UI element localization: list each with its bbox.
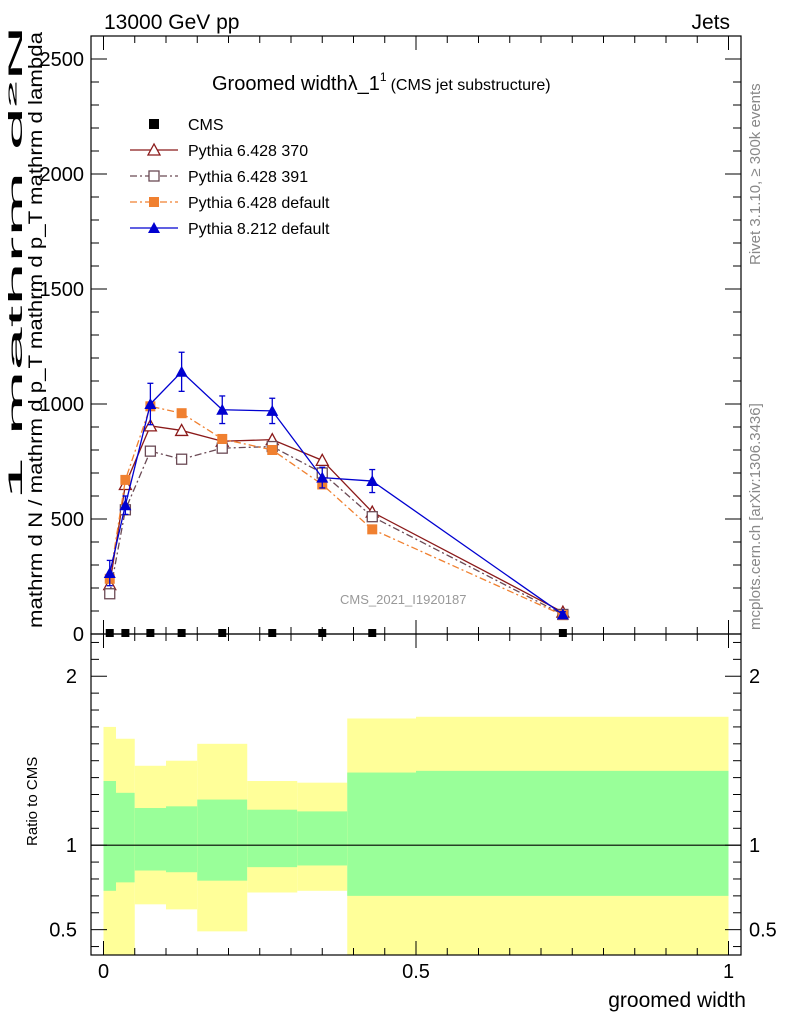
data-point-py8 bbox=[216, 403, 229, 415]
ratio-band-inner-8 bbox=[416, 770, 729, 896]
ratio-band-inner-5 bbox=[247, 809, 298, 868]
ratio-panel: 0 0.5 1 0.5 0.5 1 1 2 2 bbox=[49, 633, 777, 983]
ratio-y-tick-label: 1 bbox=[66, 835, 77, 857]
ratio-y-tick-label: 2 bbox=[66, 666, 77, 688]
chart-title-sup: 1 bbox=[380, 70, 387, 84]
legend: CMS Pythia 6.428 370 Pythia 6.428 391 Pythi… bbox=[130, 117, 330, 238]
data-point-py391 bbox=[366, 511, 378, 523]
x-tick-label: 0.5 bbox=[402, 961, 430, 983]
data-point-py8 bbox=[316, 471, 329, 483]
ratio-band-inner-7 bbox=[347, 772, 416, 896]
ratio-y-tick-label-right: 1 bbox=[749, 835, 760, 857]
chart-subtitle: (CMS jet substructure) bbox=[391, 77, 551, 94]
header-right: Jets bbox=[691, 11, 730, 34]
legend-marker-py370 bbox=[146, 142, 162, 156]
ratio-y-tick-label: 0.5 bbox=[49, 920, 77, 942]
data-point-py391 bbox=[144, 445, 157, 457]
legend-label-cms: CMS bbox=[188, 117, 224, 134]
chart-title-main: Groomed widthλ_1 bbox=[212, 73, 380, 95]
legend-marker-pydefault bbox=[149, 197, 159, 207]
ratio-y-label: Ratio to CMS bbox=[24, 757, 41, 846]
mcplots-label: mcplots.cern.ch [arXiv:1306.3436] bbox=[747, 403, 764, 630]
data-point-cms bbox=[146, 629, 155, 637]
legend-marker-py8 bbox=[148, 222, 160, 233]
y-tick-label: 1500 bbox=[40, 279, 85, 301]
data-point-py370 bbox=[174, 423, 189, 437]
data-point-cms bbox=[558, 629, 567, 637]
ratio-band-inner-2 bbox=[134, 808, 166, 871]
ratio-band-inner-1 bbox=[116, 792, 135, 883]
data-point-py8 bbox=[266, 404, 279, 416]
y-tick-label: 500 bbox=[51, 509, 84, 531]
x-axis-label: groomed width bbox=[608, 989, 746, 1012]
data-point-pydefault bbox=[217, 433, 228, 444]
y-tick-label: 2000 bbox=[40, 164, 85, 186]
watermark: CMS_2021_I1920187 bbox=[340, 592, 467, 607]
data-point-py8 bbox=[119, 499, 132, 511]
header-left: 13000 GeV pp bbox=[104, 11, 239, 34]
main-panel: 0 500 1000 1500 2000 2500 bbox=[40, 35, 742, 646]
y-tick-label: 1000 bbox=[40, 394, 85, 416]
data-point-pydefault bbox=[267, 445, 278, 455]
ratio-band-inner-3 bbox=[166, 806, 198, 873]
data-point-cms bbox=[268, 629, 277, 637]
data-point-pydefault bbox=[176, 408, 187, 419]
ratio-band-inner-6 bbox=[297, 811, 348, 866]
ratio-band-inner-4 bbox=[197, 799, 248, 881]
data-point-py8 bbox=[175, 365, 188, 377]
data-point-py370 bbox=[315, 452, 330, 467]
series-line-py8 bbox=[109, 370, 564, 615]
x-tick-label: 0 bbox=[98, 961, 109, 983]
rivet-label: Rivet 3.1.10, ≥ 300k events bbox=[747, 83, 764, 265]
data-point-py391 bbox=[175, 453, 188, 465]
ratio-y-tick-label-right: 0.5 bbox=[749, 920, 777, 942]
data-point-py8 bbox=[144, 398, 157, 409]
data-point-py8 bbox=[366, 475, 379, 487]
legend-marker-cms bbox=[149, 119, 159, 129]
data-point-cms bbox=[318, 629, 327, 637]
data-point-cms bbox=[105, 629, 114, 637]
y-label-numerator: 1 mathrm d²N bbox=[6, 25, 27, 500]
data-point-cms bbox=[121, 629, 130, 637]
legend-label-pydefault: Pythia 6.428 default bbox=[188, 195, 330, 212]
x-tick-label: 1 bbox=[723, 961, 734, 983]
data-point-pydefault bbox=[367, 524, 378, 535]
data-point-cms bbox=[368, 629, 377, 637]
chart-title: Groomed widthλ_11 (CMS jet substructure) bbox=[212, 70, 551, 95]
data-point-cms bbox=[218, 629, 227, 637]
legend-marker-py391 bbox=[148, 170, 160, 182]
series-line-pydefault bbox=[109, 405, 564, 616]
data-point-cms bbox=[177, 629, 186, 637]
data-point-pydefault bbox=[120, 474, 131, 485]
data-point-py391 bbox=[104, 588, 116, 600]
ratio-y-tick-label-right: 2 bbox=[749, 666, 760, 688]
data-point-py8 bbox=[103, 567, 116, 579]
y-tick-label: 2500 bbox=[40, 49, 85, 71]
legend-label-py8: Pythia 8.212 default bbox=[188, 221, 330, 238]
y-label-denominator: mathrm d N / mathrm d p_T mathrm d p_T m… bbox=[26, 32, 47, 628]
legend-label-py370: Pythia 6.428 370 bbox=[188, 143, 308, 160]
data-point-py8 bbox=[556, 608, 569, 620]
y-tick-label: 0 bbox=[73, 624, 84, 646]
data-point-py391 bbox=[216, 442, 228, 454]
series-line-py391 bbox=[109, 445, 564, 616]
ratio-band-inner-0 bbox=[103, 780, 116, 891]
legend-label-py391: Pythia 6.428 391 bbox=[188, 169, 308, 186]
